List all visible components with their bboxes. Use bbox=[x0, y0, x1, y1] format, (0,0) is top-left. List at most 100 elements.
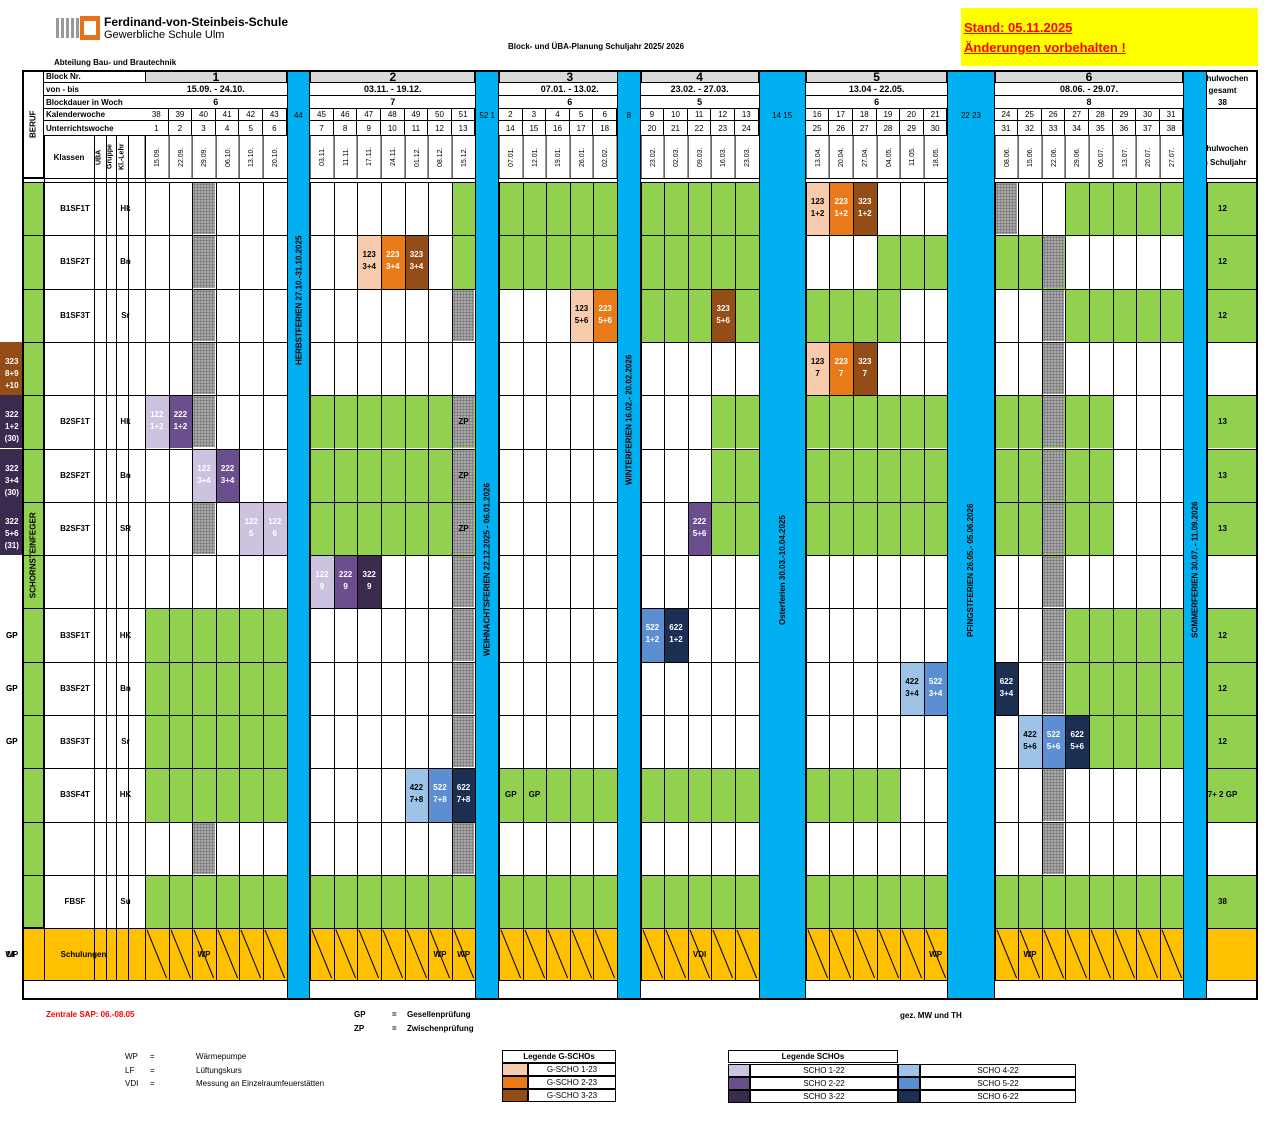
green-week bbox=[1136, 288, 1160, 342]
green-week bbox=[1089, 661, 1113, 715]
green-week bbox=[522, 182, 547, 236]
course-cell-line: 1+2 bbox=[858, 209, 872, 218]
totals-year-line2: im Schuljahr bbox=[1198, 157, 1247, 167]
schulungen-week bbox=[192, 928, 216, 981]
label-kl-lehrer: Kl.-Lehr bbox=[118, 143, 126, 171]
uba-week bbox=[995, 183, 1018, 235]
green-week bbox=[900, 874, 924, 929]
course-cell-line: 1+2 bbox=[150, 422, 164, 432]
diagonal-mark bbox=[665, 929, 687, 979]
class-teacher bbox=[106, 822, 145, 875]
course-cell: 222 5+6 bbox=[687, 501, 712, 556]
vdi-text: Messung an Einzelraumfeuerstätten bbox=[196, 1079, 325, 1088]
diagonal-mark bbox=[146, 929, 168, 979]
kw-cell: 49 bbox=[404, 109, 429, 121]
date-cell: 15.12. bbox=[451, 136, 476, 178]
grid-hline bbox=[1188, 768, 1257, 770]
green-week bbox=[310, 501, 334, 556]
course-cell: 622 7+8 bbox=[451, 768, 476, 822]
grid-vline bbox=[1041, 182, 1043, 981]
green-week bbox=[1112, 874, 1137, 929]
course-cell-line: 9 bbox=[319, 582, 325, 592]
schulungen-week bbox=[1136, 928, 1160, 981]
green-week bbox=[593, 182, 617, 236]
holiday-label: Osterferien 30.03.-10.04.2025 bbox=[777, 515, 787, 625]
diagonal-mark bbox=[382, 929, 404, 979]
course-cell-line: 323 bbox=[716, 303, 730, 313]
green-week bbox=[829, 395, 853, 449]
green-week bbox=[546, 768, 570, 822]
green-week bbox=[428, 501, 452, 556]
block-3-weeks: 6 bbox=[499, 96, 641, 109]
holiday-column bbox=[617, 70, 641, 1000]
grid-vline bbox=[640, 182, 642, 981]
grid-vline bbox=[263, 182, 264, 981]
course-cell-line: 522 bbox=[928, 676, 943, 686]
legend-s-swatch bbox=[728, 1090, 750, 1103]
green-week bbox=[829, 288, 853, 342]
uw-cell: 20 bbox=[640, 121, 665, 136]
course-cell-line: 223 bbox=[386, 250, 400, 260]
diagonal-mark bbox=[406, 929, 427, 979]
class-name bbox=[44, 342, 106, 395]
class-name: B3SF1T bbox=[60, 630, 90, 640]
date-cell: 29.06. bbox=[1065, 136, 1089, 178]
green-week bbox=[829, 874, 853, 929]
grid-vline bbox=[404, 182, 406, 981]
uw-cell: 4 bbox=[215, 121, 240, 136]
grid-hline bbox=[22, 448, 1207, 450]
holiday-kw bbox=[1183, 109, 1207, 121]
green-week bbox=[687, 874, 712, 929]
class-teacher: HK bbox=[119, 790, 132, 800]
kw-cell: 10 bbox=[664, 109, 688, 121]
course-cell: 123 7 bbox=[805, 341, 830, 396]
grid-vline bbox=[106, 136, 107, 981]
course-cell: 422 5+6 bbox=[1018, 715, 1042, 769]
zp-eq: = bbox=[392, 1024, 397, 1033]
uba-week bbox=[1042, 396, 1065, 448]
zentrale-sap: Zentrale SAP: 06.-08.05 bbox=[46, 1010, 135, 1019]
green-week bbox=[1041, 874, 1066, 929]
green-week bbox=[1136, 715, 1160, 769]
green-week bbox=[1018, 395, 1042, 449]
schulungen-week bbox=[1089, 928, 1113, 981]
uw-cell: 34 bbox=[1065, 121, 1089, 136]
grid-vline bbox=[116, 136, 117, 981]
legend-s-label: SCHO 3-22 bbox=[750, 1090, 898, 1103]
course-cell-line: 222 bbox=[220, 463, 235, 473]
green-week bbox=[664, 288, 688, 342]
grid-hline bbox=[22, 715, 1207, 716]
grid-hline bbox=[22, 768, 1207, 770]
kw-cell: 13 bbox=[735, 109, 759, 121]
grid-vline bbox=[451, 182, 453, 981]
course-cell-line: 5 bbox=[248, 528, 254, 538]
schulungen-week bbox=[640, 928, 665, 981]
green-week bbox=[735, 288, 759, 342]
schulungen-tag: WP bbox=[1023, 949, 1037, 959]
green-week bbox=[239, 661, 263, 715]
green-week bbox=[923, 448, 948, 502]
green-week bbox=[735, 235, 759, 289]
green-week bbox=[876, 768, 901, 822]
diagonal-mark bbox=[925, 929, 946, 979]
green-week bbox=[876, 395, 901, 449]
green-week bbox=[168, 715, 193, 769]
schulungen-week bbox=[333, 928, 358, 981]
grid-hline bbox=[22, 874, 1207, 876]
green-week bbox=[805, 395, 830, 449]
grid-vline bbox=[168, 182, 170, 981]
gp-text: Gesellenprüfung bbox=[407, 1010, 471, 1019]
kw-cell: 26 bbox=[1041, 109, 1066, 121]
course-cell-line: 5+6 bbox=[716, 315, 730, 325]
green-week bbox=[1065, 501, 1089, 556]
green-week bbox=[1089, 501, 1113, 556]
green-week bbox=[876, 501, 901, 556]
green-week bbox=[805, 448, 830, 502]
course-cell-line: 1+2 bbox=[834, 209, 848, 218]
course-cell: 622 1+2 bbox=[664, 608, 688, 662]
date-cell: 15.09. bbox=[145, 136, 169, 178]
course-cell: 323 5+6 bbox=[711, 288, 735, 342]
green-week bbox=[310, 395, 334, 449]
exam-cell: GP bbox=[6, 683, 18, 693]
course-cell-line: 7+8 bbox=[433, 795, 447, 805]
